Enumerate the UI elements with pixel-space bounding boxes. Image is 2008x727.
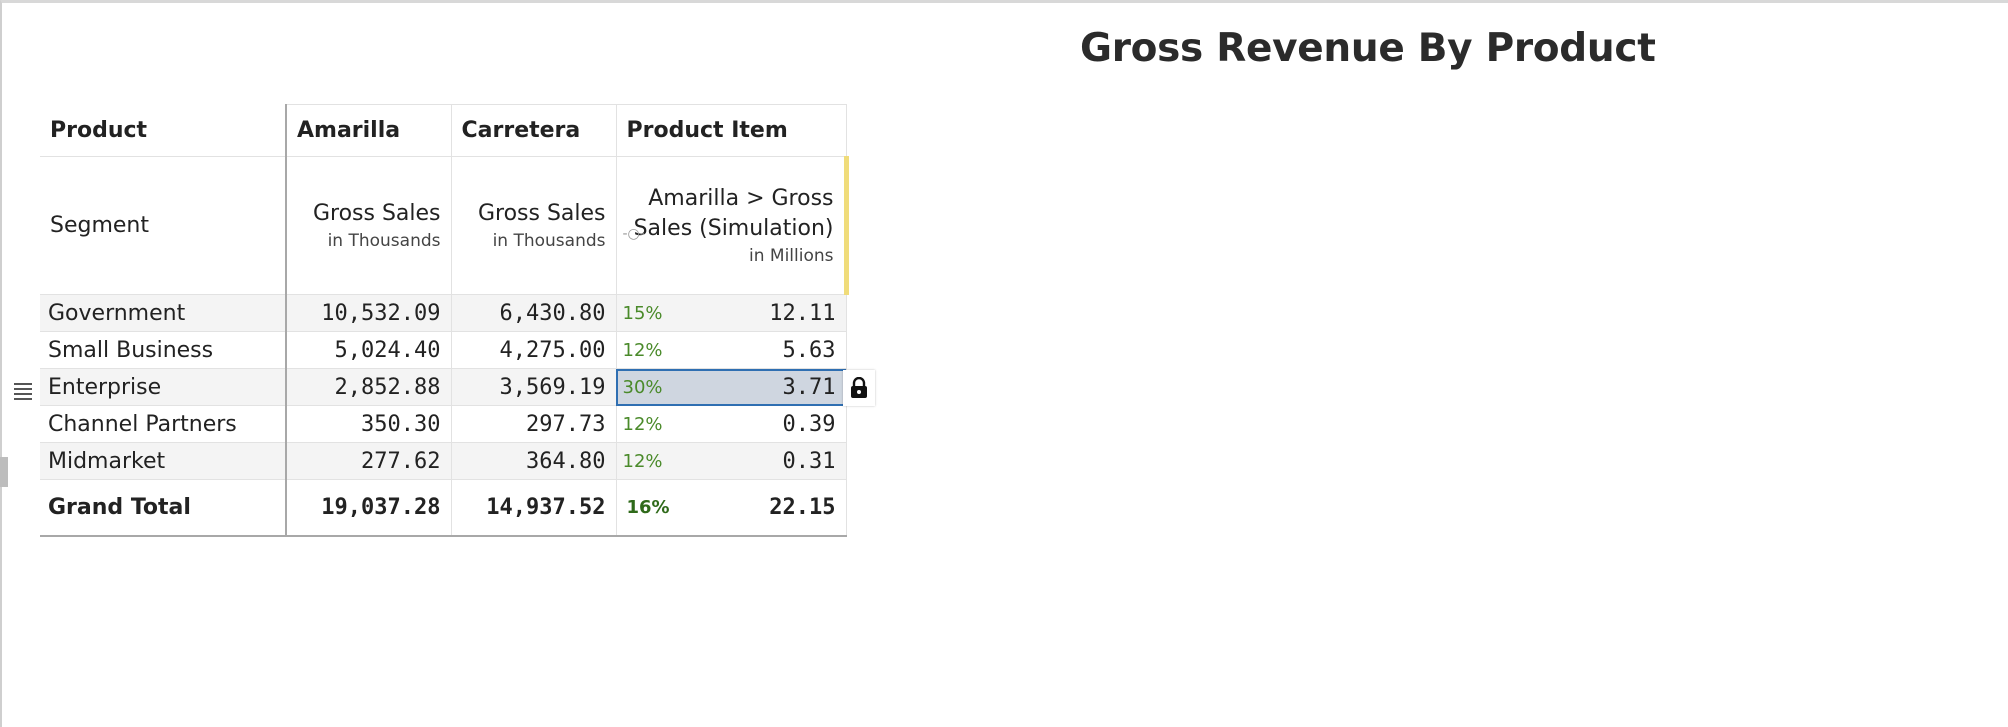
grand-total-row: Grand Total 19,037.28 14,937.52 16% 22.1… [40, 479, 847, 537]
link-icon: -○- [622, 226, 645, 242]
change-percent: 16% [626, 496, 670, 518]
total-label[interactable]: Grand Total [40, 479, 287, 537]
cell-amarilla[interactable]: 350.30 [286, 405, 452, 443]
row-label[interactable]: Government [40, 294, 287, 332]
table-row: Channel Partners 350.30 297.73 12% 0.39 [40, 405, 847, 443]
table-row: Small Business 5,024.40 4,275.00 12% 5.6… [40, 331, 847, 369]
row-menu-icon[interactable] [14, 380, 36, 402]
row-label[interactable]: Enterprise [40, 368, 287, 406]
simulation-value: 0.31 [782, 448, 836, 474]
dimension-header-product[interactable]: Product [40, 104, 287, 157]
cell-carretera[interactable]: 364.80 [451, 442, 617, 480]
measure-header-simulation[interactable]: -○- Amarilla > Gross Sales (Simulation) … [616, 156, 849, 295]
total-simulation[interactable]: 16% 22.15 [616, 479, 847, 537]
row-label[interactable]: Small Business [40, 331, 287, 369]
cell-amarilla[interactable]: 5,024.40 [286, 331, 452, 369]
table-row: Midmarket 277.62 364.80 12% 0.31 [40, 442, 847, 480]
column-header-amarilla[interactable]: Amarilla [286, 104, 452, 157]
panel-resize-handle[interactable] [0, 457, 8, 487]
measure-unit: in Thousands [492, 230, 606, 251]
column-header-product-item[interactable]: Product Item [616, 104, 847, 157]
measure-name-line2: Sales (Simulation) [633, 215, 834, 241]
simulation-value: 22.15 [769, 494, 836, 520]
measure-unit: in Millions [749, 245, 834, 266]
measure-header-row: Segment Gross Sales in Thousands Gross S… [40, 156, 849, 295]
report-title: Gross Revenue By Product [1080, 26, 1656, 71]
cell-simulation[interactable]: 12% 5.63 [616, 331, 847, 369]
measure-unit: in Thousands [327, 230, 441, 251]
lock-icon[interactable] [843, 370, 875, 406]
simulation-value: 12.11 [769, 300, 836, 326]
simulation-value: 0.39 [782, 411, 836, 437]
column-header-row: Product Amarilla Carretera Product Item [40, 104, 847, 157]
dimension-header-segment[interactable]: Segment [40, 156, 287, 295]
measure-name: Gross Sales [312, 200, 441, 226]
cell-carretera[interactable]: 297.73 [451, 405, 617, 443]
total-amarilla[interactable]: 19,037.28 [286, 479, 452, 537]
table-row: Government 10,532.09 6,430.80 15% 12.11 [40, 294, 847, 332]
change-percent: 12% [622, 450, 663, 472]
change-percent: 12% [622, 413, 663, 435]
column-header-carretera[interactable]: Carretera [451, 104, 617, 157]
table-row: Enterprise 2,852.88 3,569.19 30% 3.71 [40, 368, 847, 406]
change-percent: 15% [622, 302, 663, 324]
cell-simulation-selected[interactable]: 30% 3.71 [616, 368, 847, 406]
measure-header-amarilla[interactable]: Gross Sales in Thousands [286, 156, 452, 295]
change-percent: 12% [622, 339, 663, 361]
measure-name-line1: Amarilla > Gross [648, 185, 834, 211]
row-label[interactable]: Midmarket [40, 442, 287, 480]
cell-carretera[interactable]: 4,275.00 [451, 331, 617, 369]
total-carretera[interactable]: 14,937.52 [451, 479, 617, 537]
cell-carretera[interactable]: 6,430.80 [451, 294, 617, 332]
change-percent: 30% [622, 376, 663, 398]
revenue-table: Product Amarilla Carretera Product Item … [40, 104, 849, 537]
cell-carretera[interactable]: 3,569.19 [451, 368, 617, 406]
simulation-value: 5.63 [782, 337, 836, 363]
measure-name: Gross Sales [477, 200, 606, 226]
row-label[interactable]: Channel Partners [40, 405, 287, 443]
cell-simulation[interactable]: 15% 12.11 [616, 294, 847, 332]
cell-simulation[interactable]: 12% 0.31 [616, 442, 847, 480]
simulation-value: 3.71 [782, 374, 836, 400]
cell-amarilla[interactable]: 10,532.09 [286, 294, 452, 332]
cell-amarilla[interactable]: 2,852.88 [286, 368, 452, 406]
cell-amarilla[interactable]: 277.62 [286, 442, 452, 480]
cell-simulation[interactable]: 12% 0.39 [616, 405, 847, 443]
measure-header-carretera[interactable]: Gross Sales in Thousands [451, 156, 617, 295]
